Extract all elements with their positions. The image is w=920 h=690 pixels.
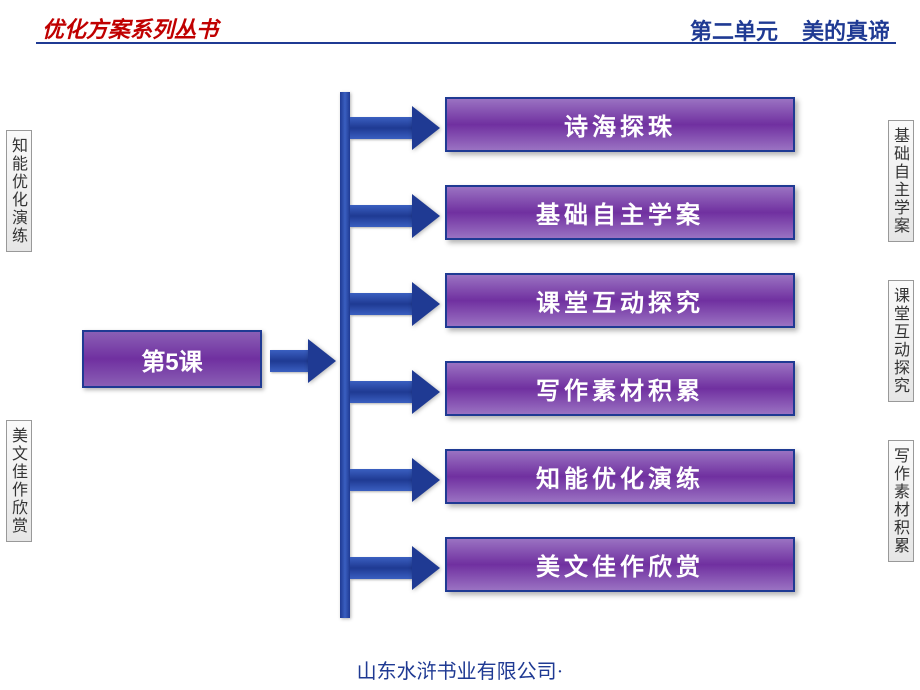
topic-arrow: [350, 194, 440, 238]
topic-label: 美文佳作欣赏: [536, 547, 704, 582]
topic-label: 知能优化演练: [536, 459, 704, 494]
sidebar-nav-item[interactable]: 写作素材积累: [888, 440, 914, 562]
topic-box[interactable]: 课堂互动探究: [445, 273, 795, 328]
sidebar-nav-item[interactable]: 基础自主学案: [888, 120, 914, 242]
arrow-shaft: [270, 350, 308, 372]
footer-publisher: 山东水浒书业有限公司·: [0, 655, 920, 684]
topic-label: 诗海探珠: [564, 107, 676, 142]
sidebar-nav-item[interactable]: 知能优化演练: [6, 130, 32, 252]
topic-label: 课堂互动探究: [536, 283, 704, 318]
topic-arrow: [350, 458, 440, 502]
topic-arrow: [350, 546, 440, 590]
lesson-label: 第5课: [141, 342, 202, 377]
arrow-head-icon: [412, 106, 440, 150]
topic-arrow: [350, 370, 440, 414]
topic-label: 基础自主学案: [536, 195, 704, 230]
topic-label: 写作素材积累: [536, 371, 704, 406]
topic-box[interactable]: 知能优化演练: [445, 449, 795, 504]
main-arrow: [270, 339, 336, 383]
header-underline: [36, 42, 896, 44]
arrow-head-icon: [412, 546, 440, 590]
arrow-head-icon: [412, 370, 440, 414]
topic-arrow: [350, 282, 440, 326]
arrow-shaft: [350, 117, 412, 139]
lesson-box[interactable]: 第5课: [82, 330, 262, 388]
arrow-shaft: [350, 293, 412, 315]
topic-box[interactable]: 美文佳作欣赏: [445, 537, 795, 592]
arrow-shaft: [350, 205, 412, 227]
sidebar-nav-item[interactable]: 课堂互动探究: [888, 280, 914, 402]
arrow-shaft: [350, 469, 412, 491]
header-unit: 第二单元: [690, 19, 778, 44]
topic-box[interactable]: 诗海探珠: [445, 97, 795, 152]
arrow-head-icon: [412, 282, 440, 326]
diagram-spine: [340, 92, 350, 618]
topic-arrow: [350, 106, 440, 150]
header-series-title: 优化方案系列丛书: [42, 12, 218, 44]
header-topic: 美的真谛: [802, 19, 890, 44]
arrow-shaft: [350, 557, 412, 579]
arrow-head-icon: [412, 194, 440, 238]
topic-box[interactable]: 写作素材积累: [445, 361, 795, 416]
sidebar-nav-item[interactable]: 美文佳作欣赏: [6, 420, 32, 542]
arrow-head-icon: [412, 458, 440, 502]
arrow-head-icon: [308, 339, 336, 383]
topic-box[interactable]: 基础自主学案: [445, 185, 795, 240]
header: 优化方案系列丛书 第二单元美的真谛: [0, 0, 920, 48]
arrow-shaft: [350, 381, 412, 403]
